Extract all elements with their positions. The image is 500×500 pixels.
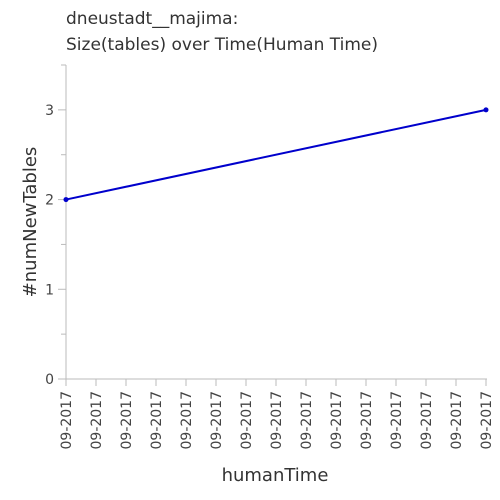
data-point (483, 107, 489, 113)
x-axis-title: humanTime (222, 465, 329, 486)
y-tick-label: 3 (45, 103, 54, 119)
axes (65, 65, 487, 380)
x-tick-label: 09-2017 (179, 391, 195, 450)
x-tick-label: 09-2017 (209, 391, 225, 450)
y-tick-label: 2 (45, 193, 54, 209)
x-tick-label: 09-2017 (479, 391, 495, 450)
chart-title-line-1: dneustadt__majima: (66, 9, 239, 29)
y-tick-label: 1 (45, 282, 54, 298)
x-tick-label: 09-2017 (89, 391, 105, 450)
x-tick-label: 09-2017 (239, 391, 255, 450)
x-tick-label: 09-2017 (329, 391, 345, 450)
y-tick-label: 0 (45, 372, 54, 388)
x-tick-label: 09-2017 (359, 391, 375, 450)
x-axis-ticks: 09-2017 09-2017 09-2017 09-2017 09-2017 09-20… (59, 379, 495, 450)
y-axis-title: #numNewTables (20, 147, 41, 298)
chart-title: dneustadt__majima: Size(tables) over Tim… (66, 6, 378, 58)
x-tick-label: 09-2017 (59, 391, 75, 450)
x-tick-label: 09-2017 (449, 391, 465, 450)
x-tick-label: 09-2017 (389, 391, 405, 450)
y-axis-ticks: 0 1 2 3 (45, 64, 66, 388)
x-tick-label: 09-2017 (269, 391, 285, 450)
series-line (65, 108, 487, 201)
x-tick-label: 09-2017 (299, 391, 315, 450)
x-tick-label: 09-2017 (149, 391, 165, 450)
x-tick-label: 09-2017 (419, 391, 435, 450)
chart-title-line-2: Size(tables) over Time(Human Time) (66, 35, 378, 55)
x-tick-label: 09-2017 (119, 391, 135, 450)
data-point (63, 197, 69, 203)
series-group (63, 107, 489, 203)
